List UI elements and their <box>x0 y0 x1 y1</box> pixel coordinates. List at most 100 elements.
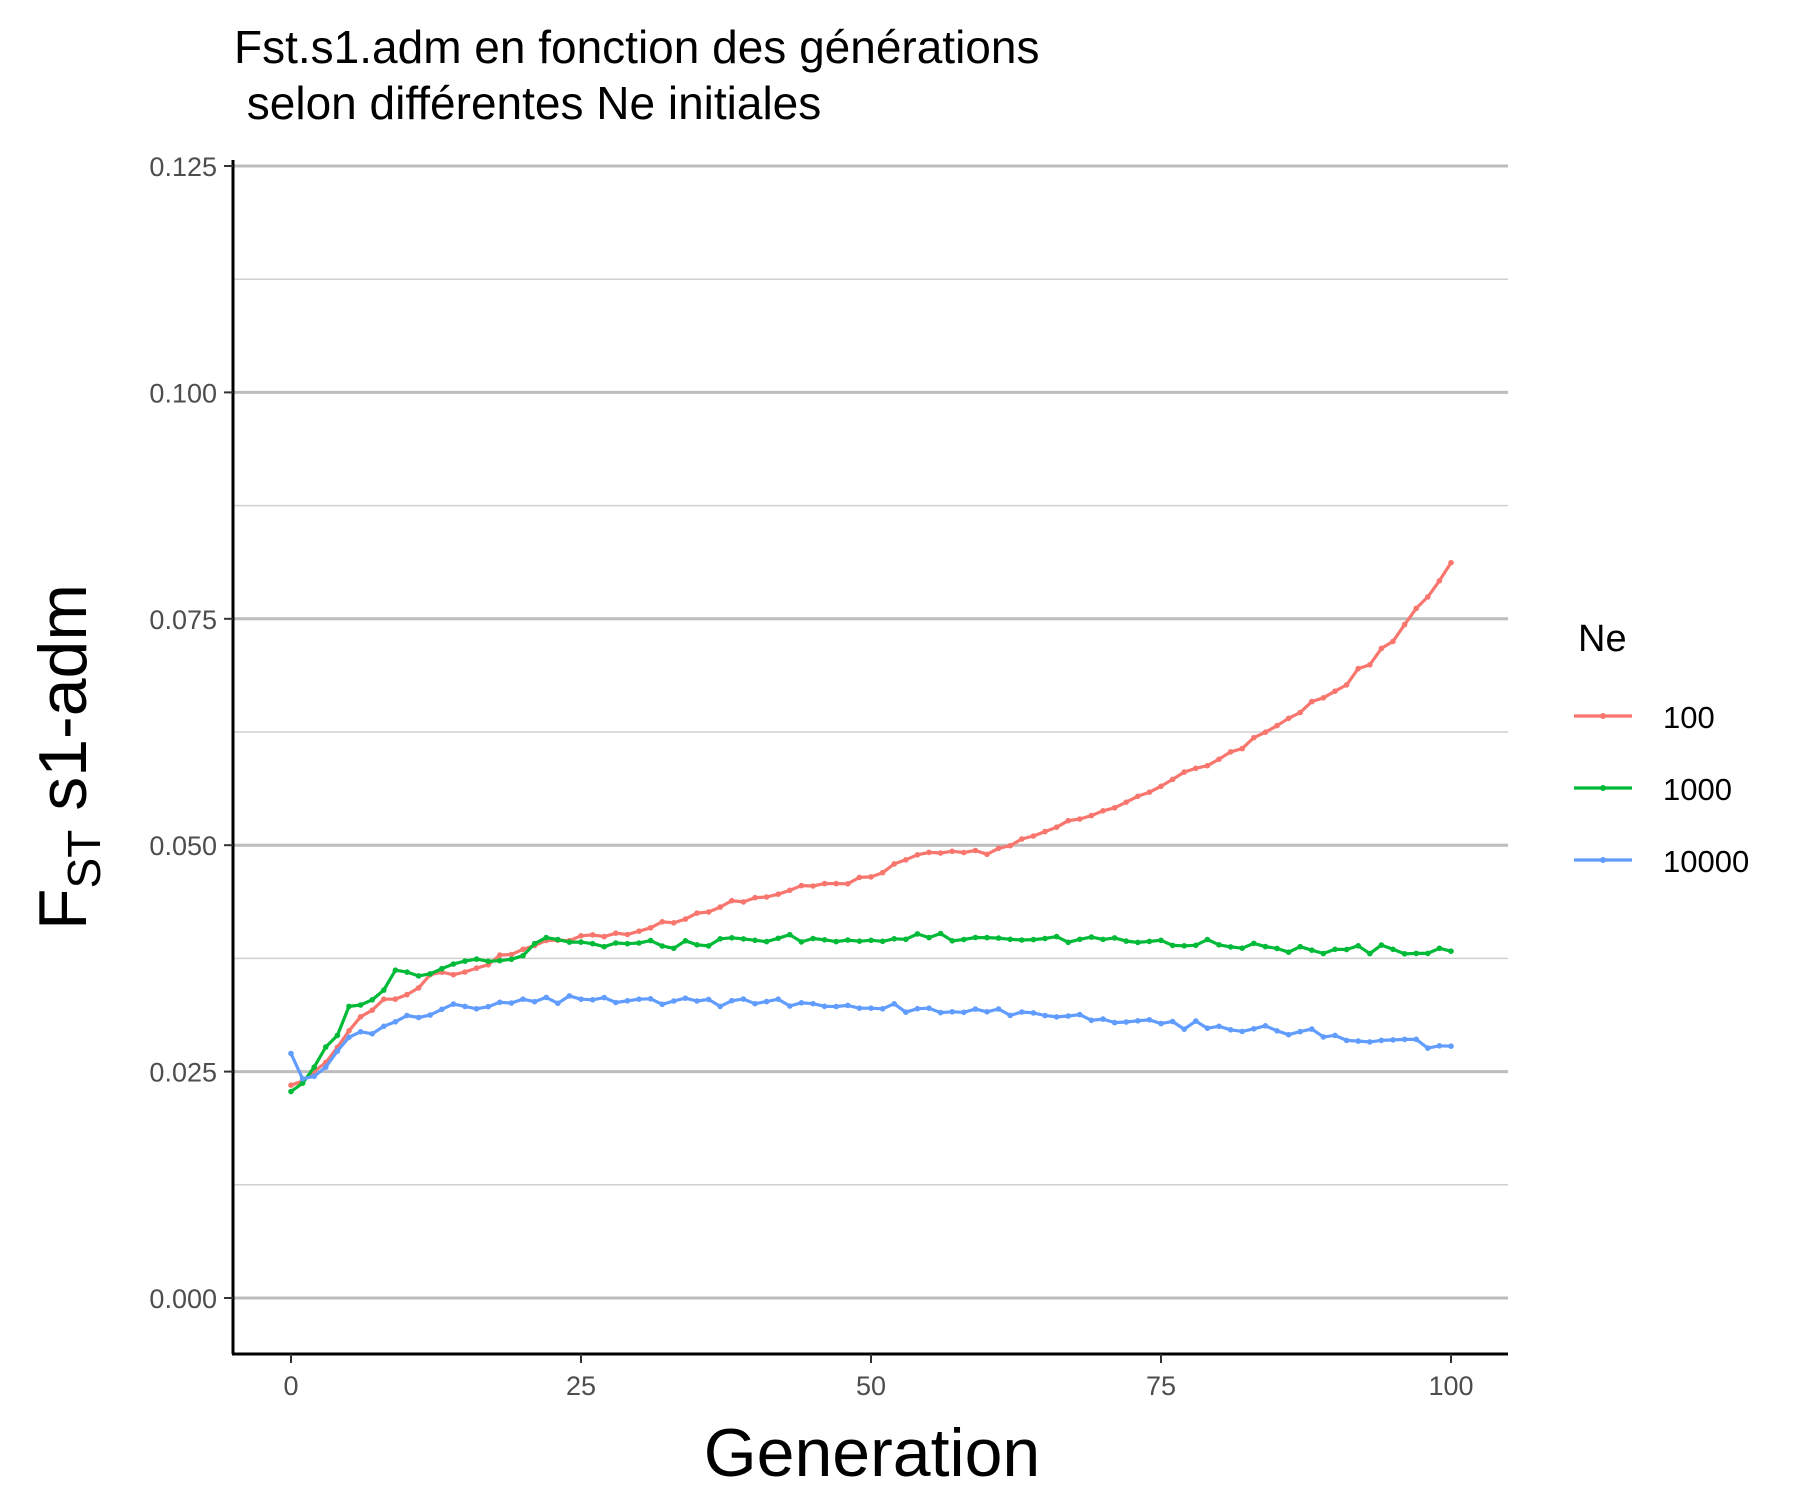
point-10000-3 <box>323 1064 329 1070</box>
point-1000-84 <box>1262 943 1269 950</box>
point-10000-8 <box>381 1023 387 1030</box>
point-1000-98 <box>1425 950 1431 957</box>
point-10000-14 <box>450 1001 457 1007</box>
point-100-7 <box>369 1007 376 1013</box>
point-1000-36 <box>705 943 712 949</box>
y-axis-title: FST s1-adm <box>25 584 110 930</box>
point-100-51 <box>879 869 886 876</box>
point-10000-30 <box>636 996 642 1002</box>
y-axis-title-main: F <box>25 888 101 930</box>
point-1000-77 <box>1181 943 1187 949</box>
series-10000 <box>288 993 1454 1082</box>
point-1000-87 <box>1297 943 1303 950</box>
point-100-88 <box>1309 698 1315 705</box>
point-1000-35 <box>694 942 700 948</box>
point-100-92 <box>1355 665 1361 672</box>
point-1000-55 <box>926 934 932 941</box>
point-10000-16 <box>473 1006 480 1012</box>
point-1000-81 <box>1227 944 1234 950</box>
point-100-58 <box>961 849 967 856</box>
point-10000-51 <box>879 1006 886 1012</box>
point-10000-12 <box>427 1012 434 1018</box>
legend-item-10000: 10000 <box>1574 844 1749 879</box>
point-10000-60 <box>984 1009 990 1015</box>
point-100-59 <box>972 847 979 854</box>
point-100-94 <box>1378 645 1385 652</box>
point-100-36 <box>705 909 712 915</box>
point-10000-58 <box>961 1009 967 1016</box>
point-1000-24 <box>566 939 573 945</box>
point-1000-61 <box>995 935 1002 941</box>
point-10000-50 <box>868 1005 874 1011</box>
point-1000-32 <box>659 943 665 949</box>
point-1000-88 <box>1309 947 1315 953</box>
point-1000-45 <box>810 935 816 942</box>
point-10000-45 <box>810 1000 816 1007</box>
point-100-67 <box>1065 817 1071 824</box>
point-100-32 <box>659 919 665 925</box>
legend-item-100: 100 <box>1574 700 1715 735</box>
point-10000-9 <box>392 1019 399 1025</box>
point-10000-56 <box>937 1009 944 1016</box>
y-tick-label-4: 0.100 <box>149 378 217 408</box>
point-1000-4 <box>334 1032 341 1039</box>
point-100-5 <box>346 1028 352 1034</box>
point-10000-97 <box>1413 1036 1419 1043</box>
point-100-34 <box>682 916 689 922</box>
point-100-10 <box>404 991 410 998</box>
point-100-55 <box>926 849 932 856</box>
point-10000-33 <box>671 998 677 1004</box>
series-1000 <box>288 930 1454 1095</box>
point-1000-58 <box>961 936 967 943</box>
point-10000-52 <box>891 1001 897 1007</box>
point-10000-88 <box>1309 1026 1315 1032</box>
legend-label-100: 100 <box>1663 700 1715 735</box>
point-100-28 <box>613 930 619 936</box>
point-10000-37 <box>717 1003 723 1010</box>
point-100-75 <box>1158 783 1164 790</box>
point-100-73 <box>1135 793 1141 800</box>
point-10000-20 <box>520 996 526 1002</box>
point-100-63 <box>1019 836 1025 842</box>
point-10000-84 <box>1262 1023 1269 1029</box>
point-10000-32 <box>659 1001 665 1008</box>
point-1000-28 <box>613 940 619 946</box>
point-100-11 <box>415 985 422 991</box>
point-1000-39 <box>740 936 747 942</box>
point-10000-63 <box>1019 1009 1025 1015</box>
point-10000-65 <box>1042 1012 1048 1019</box>
point-10000-27 <box>601 994 607 1001</box>
point-1000-29 <box>624 940 631 947</box>
legend-key-point-10000 <box>1600 857 1606 863</box>
point-10000-4 <box>334 1048 341 1054</box>
y-tick-label-2: 0.050 <box>149 831 217 861</box>
point-10000-49 <box>856 1005 863 1011</box>
point-100-16 <box>473 965 480 971</box>
point-10000-98 <box>1425 1045 1431 1051</box>
point-10000-66 <box>1053 1014 1060 1020</box>
point-1000-7 <box>369 997 376 1003</box>
point-1000-46 <box>821 937 828 943</box>
point-1000-59 <box>972 934 979 941</box>
point-10000-2 <box>311 1073 318 1080</box>
point-10000-71 <box>1111 1019 1118 1026</box>
point-1000-78 <box>1193 942 1199 949</box>
point-10000-91 <box>1343 1037 1350 1044</box>
chart-title-line1: Fst.s1.adm en fonction des générations <box>234 21 1039 73</box>
point-10000-44 <box>798 1000 805 1006</box>
point-1000-74 <box>1146 938 1153 945</box>
point-1000-22 <box>543 934 549 941</box>
point-100-89 <box>1320 695 1327 701</box>
point-10000-25 <box>578 996 584 1002</box>
point-100-83 <box>1251 734 1257 741</box>
point-10000-41 <box>763 998 770 1005</box>
point-1000-12 <box>427 971 434 977</box>
point-100-100 <box>1448 559 1454 566</box>
point-1000-41 <box>763 938 770 945</box>
legend-label-10000: 10000 <box>1663 844 1749 879</box>
point-100-60 <box>984 851 990 858</box>
point-100-48 <box>845 881 851 887</box>
point-10000-53 <box>903 1009 909 1015</box>
point-1000-63 <box>1019 937 1025 943</box>
point-1000-94 <box>1378 942 1385 948</box>
